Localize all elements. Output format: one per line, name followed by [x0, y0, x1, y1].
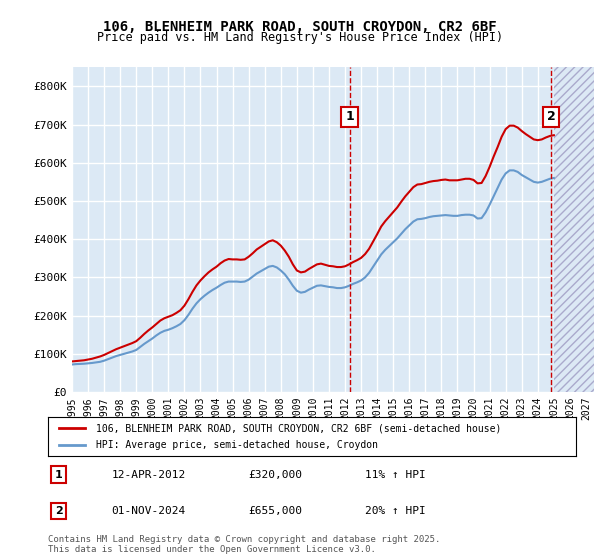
Bar — [554, 67, 594, 392]
Text: 12-APR-2012: 12-APR-2012 — [112, 470, 185, 479]
Text: 11% ↑ HPI: 11% ↑ HPI — [365, 470, 425, 479]
Text: 1: 1 — [55, 470, 62, 479]
Text: 106, BLENHEIM PARK ROAD, SOUTH CROYDON, CR2 6BF: 106, BLENHEIM PARK ROAD, SOUTH CROYDON, … — [103, 20, 497, 34]
Text: £655,000: £655,000 — [248, 506, 302, 516]
Text: Price paid vs. HM Land Registry's House Price Index (HPI): Price paid vs. HM Land Registry's House … — [97, 31, 503, 44]
Text: Contains HM Land Registry data © Crown copyright and database right 2025.
This d: Contains HM Land Registry data © Crown c… — [48, 535, 440, 554]
Text: 01-NOV-2024: 01-NOV-2024 — [112, 506, 185, 516]
Text: £320,000: £320,000 — [248, 470, 302, 479]
Text: 2: 2 — [547, 110, 556, 123]
Text: 2: 2 — [55, 506, 62, 516]
Text: 106, BLENHEIM PARK ROAD, SOUTH CROYDON, CR2 6BF (semi-detached house): 106, BLENHEIM PARK ROAD, SOUTH CROYDON, … — [95, 423, 501, 433]
Text: 20% ↑ HPI: 20% ↑ HPI — [365, 506, 425, 516]
Text: HPI: Average price, semi-detached house, Croydon: HPI: Average price, semi-detached house,… — [95, 440, 377, 450]
Text: 1: 1 — [345, 110, 354, 123]
